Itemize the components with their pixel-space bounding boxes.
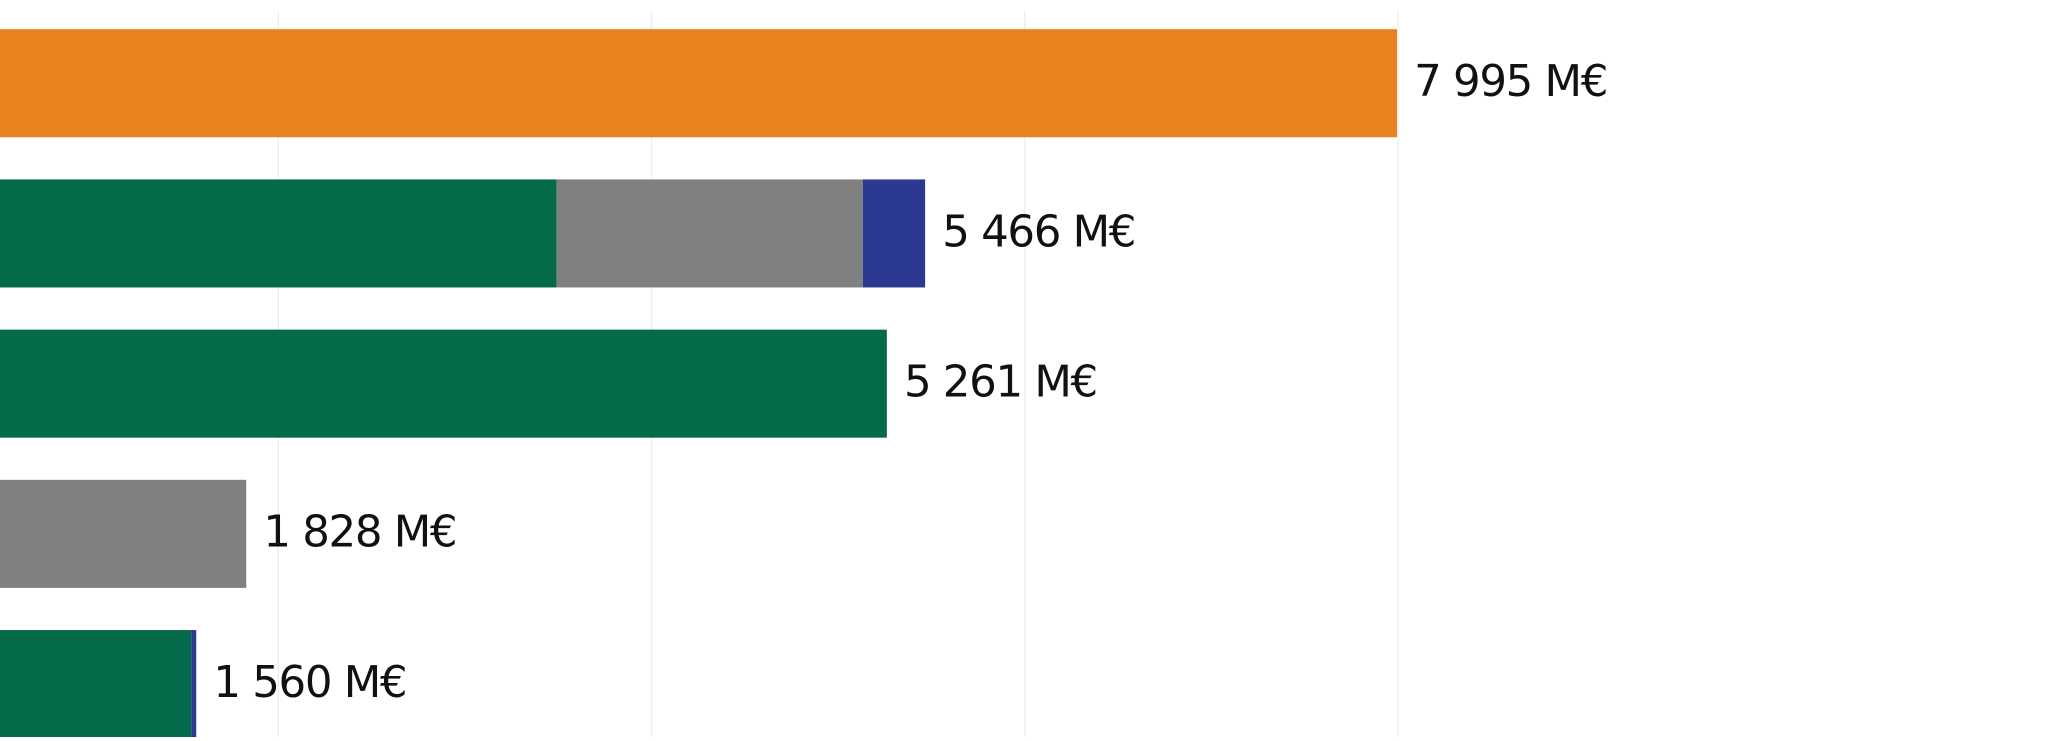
bar-segment [0,179,557,288]
bar-segment [862,179,926,288]
bar-segment [191,630,197,739]
total-label: 1 828 M€ [263,508,456,558]
total-label: 5 466 M€ [942,207,1135,257]
bar-segment [0,29,1398,138]
bar-segment [0,329,887,438]
total-label: 1 560 M€ [213,658,406,708]
total-label: 5 261 M€ [904,357,1097,407]
bar-segment [556,179,863,288]
bar-segment [0,630,192,739]
bar-segment [0,479,247,588]
total-label: 7 995 M€ [1414,57,1607,107]
